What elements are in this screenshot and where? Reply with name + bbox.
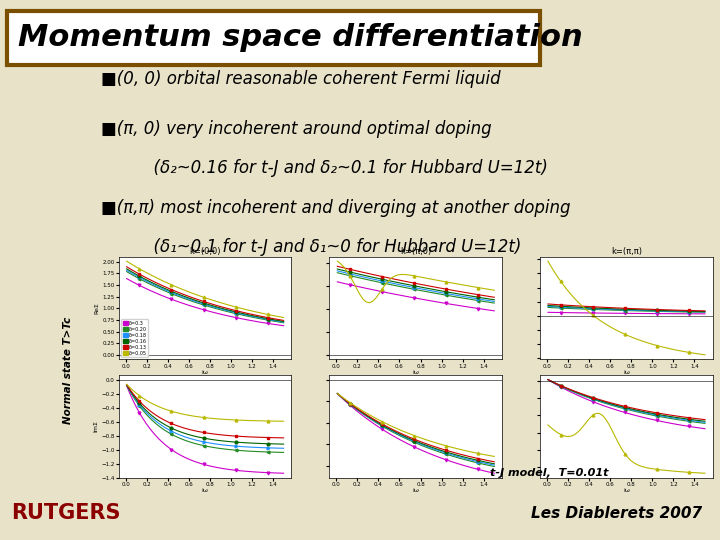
Y-axis label: ImΣ: ImΣ <box>94 421 99 433</box>
Title: k=(0,0): k=(0,0) <box>189 247 221 256</box>
Text: ■(0, 0) orbital reasonable coherent Fermi liquid: ■(0, 0) orbital reasonable coherent Ferm… <box>101 70 500 88</box>
Legend: δ=0.3, δ=0.20, δ=0.18, δ=0.16, δ=0.13, δ=0.05: δ=0.3, δ=0.20, δ=0.18, δ=0.16, δ=0.13, δ… <box>121 319 148 357</box>
X-axis label: iω: iω <box>202 370 209 375</box>
X-axis label: iω: iω <box>413 370 419 375</box>
X-axis label: iω: iω <box>623 370 630 375</box>
Text: (δ₂~0.16 for t-J and δ₂~0.1 for Hubbard U=12t): (δ₂~0.16 for t-J and δ₂~0.1 for Hubbard … <box>101 159 548 177</box>
Text: ■(π,π) most incoherent and diverging at another doping: ■(π,π) most incoherent and diverging at … <box>101 199 570 217</box>
X-axis label: iω: iω <box>413 489 419 494</box>
Text: RUTGERS: RUTGERS <box>11 503 120 523</box>
X-axis label: iω: iω <box>202 489 209 494</box>
Text: ■(π, 0) very incoherent around optimal doping: ■(π, 0) very incoherent around optimal d… <box>101 120 492 138</box>
Y-axis label: ReΣ: ReΣ <box>94 302 99 314</box>
X-axis label: iω: iω <box>623 489 630 494</box>
Text: Momentum space differentiation: Momentum space differentiation <box>18 23 582 52</box>
Title: k=(π,π): k=(π,π) <box>611 247 642 256</box>
Title: k=(π,0): k=(π,0) <box>400 247 431 256</box>
Text: t-J model,  T=0.01t: t-J model, T=0.01t <box>490 468 608 478</box>
Text: Normal state T>Tc: Normal state T>Tc <box>63 316 73 423</box>
Text: Les Diablerets 2007: Les Diablerets 2007 <box>531 505 702 521</box>
Text: (δ₁~0.1 for t-J and δ₁~0 for Hubbard U=12t): (δ₁~0.1 for t-J and δ₁~0 for Hubbard U=1… <box>101 238 521 256</box>
